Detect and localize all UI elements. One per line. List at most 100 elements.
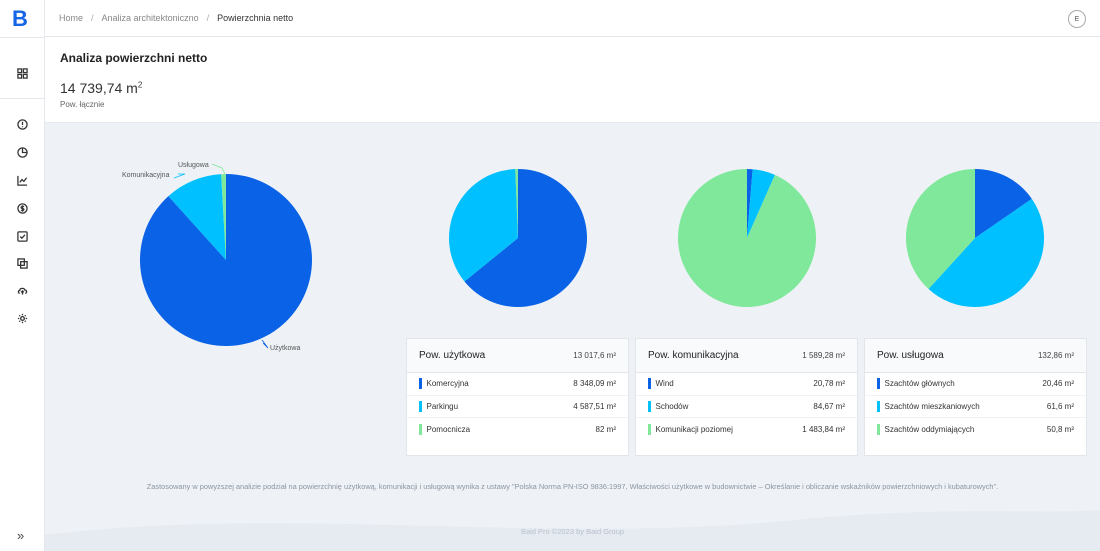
row-value: 20,78 m² — [813, 379, 845, 389]
pie-slice-wind[interactable] — [747, 169, 753, 238]
card-header: Pow. komunikacyjna 1 589,28 m² — [636, 339, 857, 373]
total-area-label: Pow. łącznie — [60, 100, 105, 109]
pie-slice-usługowa[interactable] — [221, 174, 226, 260]
card-title: Pow. usługowa — [877, 350, 944, 361]
list-item: Komercyjna 8 348,09 m² — [407, 373, 628, 396]
row-label: Komunikacji poziomej — [655, 424, 733, 434]
row-value: 8 348,09 m² — [573, 379, 616, 389]
color-bar — [648, 423, 651, 435]
color-bar — [877, 378, 880, 390]
card-communication-area: Pow. komunikacyjna 1 589,28 m² Wind 20,7… — [635, 338, 858, 456]
list-item: Parkingu 4 587,51 m² — [407, 396, 628, 418]
pie-slice-komunikacji-poziomej[interactable] — [678, 169, 816, 307]
list-item: Szachtów oddymiających 50,8 m² — [865, 418, 1086, 441]
row-label: Wind — [655, 379, 674, 389]
row-label: Pomocnicza — [426, 424, 471, 434]
pie-label: Usługowa — [178, 162, 209, 169]
breadcrumb: Home / Analiza architektoniczno / Powier… — [59, 13, 293, 23]
page-title: Analiza powierzchni netto — [60, 51, 208, 65]
row-label: Komercyjna — [426, 379, 469, 389]
list-item: Szachtów mieszkaniowych 61,6 m² — [865, 396, 1086, 418]
expand-sidebar-icon[interactable]: » — [17, 528, 25, 543]
checkbox-icon[interactable] — [15, 229, 29, 243]
row-label: Schodów — [655, 401, 689, 411]
total-area-number: 14 739,74 m — [60, 80, 138, 96]
color-bar — [648, 400, 651, 412]
sidebar: B » — [0, 0, 45, 551]
row-label: Szachtów głównych — [884, 379, 955, 389]
pie-chart-total: Użytkowa Komunikacyjna Usługowa — [122, 162, 312, 352]
row-value: 50,8 m² — [1046, 424, 1074, 434]
pie-chart-communication — [678, 169, 816, 307]
pie-label-leader — [261, 339, 269, 349]
pie-slice-schodów[interactable] — [747, 169, 775, 238]
pie-slice-szachtów-oddymiających[interactable] — [906, 169, 975, 289]
color-bar — [877, 423, 880, 435]
row-value: 61,6 m² — [1046, 401, 1074, 411]
pie-slice-szachtów-mieszkaniowych[interactable] — [928, 198, 1044, 307]
pie-slice-komercyjna[interactable] — [464, 169, 587, 307]
footer-copyright: Baid Pro ©2023 by Baid Group — [520, 527, 625, 536]
row-label: Szachtów oddymiających — [884, 424, 975, 434]
info-icon[interactable] — [15, 117, 29, 131]
card-service-area: Pow. usługowa 132,86 m² Szachtów głównyc… — [864, 338, 1087, 456]
pie-slice-parkingu[interactable] — [449, 169, 518, 282]
list-item: Pomocnicza 82 m² — [407, 418, 628, 441]
top-bar: Home / Analiza architektoniczno / Powier… — [45, 0, 1100, 37]
row-label: Szachtów mieszkaniowych — [884, 401, 980, 411]
list-item: Schodów 84,67 m² — [636, 396, 857, 418]
page-header: Analiza powierzchni netto 14 739,74 m2 P… — [45, 37, 1100, 123]
methodology-note: Zastosowany w powyższej analizie podział… — [146, 482, 999, 491]
sidebar-divider — [0, 37, 45, 38]
total-area-value: 14 739,74 m2 — [60, 80, 142, 96]
pie-chart-service — [906, 169, 1044, 307]
row-value: 84,67 m² — [813, 401, 845, 411]
list-item: Wind 20,78 m² — [636, 373, 857, 396]
breadcrumb-analysis[interactable]: Analiza architektoniczno — [101, 13, 199, 23]
row-value: 1 483,84 m² — [802, 424, 845, 434]
app-logo[interactable]: B — [12, 6, 28, 31]
pie-chart-usable — [449, 169, 587, 307]
copy-icon[interactable] — [15, 256, 29, 270]
pie-label: Użytkowa — [270, 345, 300, 352]
card-title: Pow. użytkowa — [419, 350, 486, 361]
breadcrumb-home[interactable]: Home — [59, 13, 84, 23]
pie-chart-icon[interactable] — [15, 145, 29, 159]
color-bar — [648, 378, 651, 390]
line-chart-icon[interactable] — [15, 173, 29, 187]
breadcrumb-separator: / — [206, 13, 210, 23]
card-title: Pow. komunikacyjna — [648, 350, 739, 361]
dollar-icon[interactable] — [15, 201, 29, 215]
card-total: 132,86 m² — [1037, 351, 1074, 360]
pie-label-leader — [173, 173, 186, 179]
card-total: 1 589,28 m² — [802, 351, 845, 360]
card-header: Pow. użytkowa 13 017,6 m² — [407, 339, 628, 373]
user-avatar[interactable]: E — [1068, 10, 1086, 28]
pie-slice-pomocnicza[interactable] — [515, 169, 518, 238]
row-value: 82 m² — [595, 424, 616, 434]
pie-label: Komunikacyjna — [122, 172, 170, 179]
card-total: 13 017,6 m² — [573, 351, 616, 360]
pie-slice-szachtów-głównych[interactable] — [975, 169, 1032, 238]
row-value: 4 587,51 m² — [573, 401, 616, 411]
color-bar — [419, 378, 422, 390]
sidebar-divider — [0, 98, 45, 99]
row-label: Parkingu — [426, 401, 459, 411]
breadcrumb-separator: / — [91, 13, 94, 23]
card-usable-area: Pow. użytkowa 13 017,6 m² Komercyjna 8 3… — [406, 338, 629, 456]
dashboard-icon[interactable] — [15, 66, 29, 80]
row-value: 20,46 m² — [1042, 379, 1074, 389]
color-bar — [419, 400, 422, 412]
total-area-unit: 2 — [137, 80, 143, 90]
color-bar — [877, 400, 880, 412]
footer-wave — [45, 510, 1100, 551]
cloud-upload-icon[interactable] — [15, 283, 29, 297]
color-bar — [419, 423, 422, 435]
pie-slice-komunikacyjna[interactable] — [168, 174, 226, 260]
pie-label-leader — [211, 163, 226, 175]
settings-icon[interactable] — [15, 311, 29, 325]
card-header: Pow. usługowa 132,86 m² — [865, 339, 1086, 373]
list-item: Komunikacji poziomej 1 483,84 m² — [636, 418, 857, 441]
list-item: Szachtów głównych 20,46 m² — [865, 373, 1086, 396]
breadcrumb-current: Powierzchnia netto — [217, 13, 294, 23]
